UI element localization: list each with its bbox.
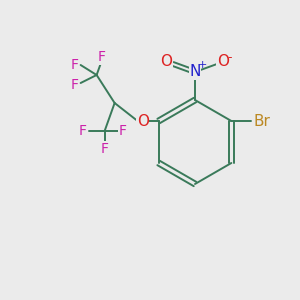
Text: Br: Br	[254, 113, 271, 128]
Text: F: F	[98, 50, 106, 64]
Text: F: F	[118, 124, 127, 138]
Text: F: F	[70, 78, 79, 92]
Text: N: N	[189, 64, 201, 80]
Text: F: F	[100, 142, 109, 156]
Text: F: F	[79, 124, 87, 138]
Text: O: O	[160, 53, 172, 68]
Text: O: O	[217, 53, 229, 68]
Text: +: +	[197, 60, 207, 70]
Text: -: -	[228, 52, 232, 64]
Text: O: O	[136, 113, 148, 128]
Text: F: F	[70, 58, 79, 72]
